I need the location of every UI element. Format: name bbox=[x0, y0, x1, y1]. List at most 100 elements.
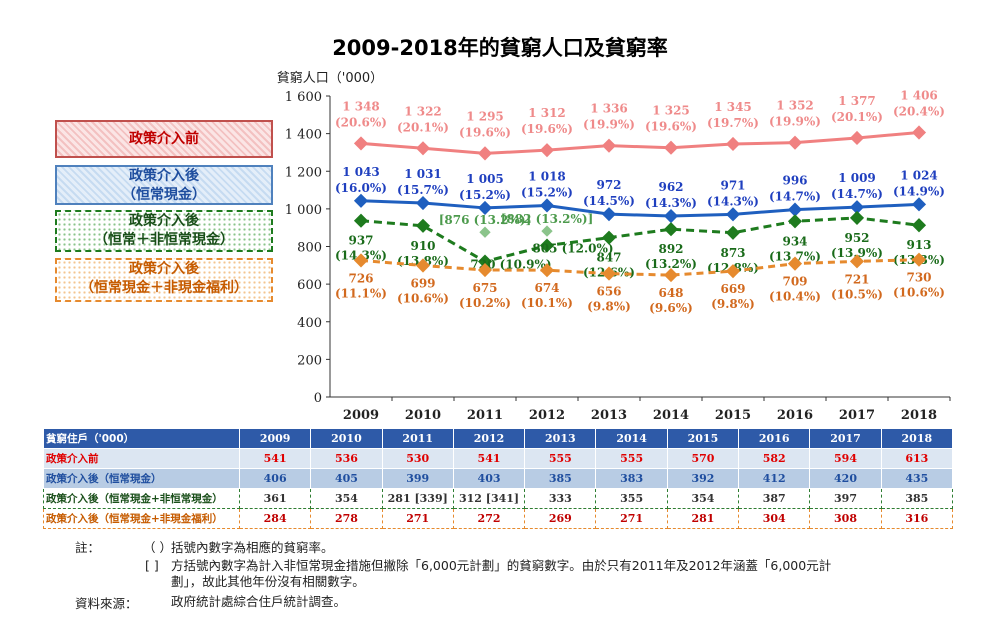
legend-recurrent-cash-inkind: 政策介入後 （恒常現金＋非現金福利） bbox=[55, 258, 273, 302]
table-cell: 278 bbox=[310, 508, 383, 529]
data-rate-label: (20.4%) bbox=[893, 104, 945, 118]
data-value-label: 1 345 bbox=[714, 100, 752, 114]
data-point-marker bbox=[477, 262, 493, 278]
data-value-label: 996 bbox=[782, 174, 807, 188]
data-value-label: 952 bbox=[844, 231, 869, 245]
table-cell: 613 bbox=[880, 448, 954, 469]
data-value-label: 1 024 bbox=[900, 168, 938, 182]
table-cell: 594 bbox=[809, 448, 882, 469]
data-point-marker bbox=[415, 141, 431, 156]
table-cell: 304 bbox=[738, 508, 811, 529]
data-rate-label: (10.2%) bbox=[459, 296, 511, 310]
data-point-marker bbox=[601, 138, 617, 153]
table-cell: 570 bbox=[666, 448, 740, 469]
x-tick-label: 2017 bbox=[839, 408, 875, 423]
data-point-marker bbox=[725, 207, 741, 222]
table-header-cell: 2016 bbox=[738, 428, 811, 449]
x-tick-label: 2009 bbox=[343, 408, 379, 423]
data-value-label: 1 406 bbox=[900, 88, 938, 102]
data-value-label: 1 336 bbox=[590, 102, 628, 116]
data-point-marker bbox=[787, 256, 803, 271]
note-text: 括號內數字為相應的貧窮率。 bbox=[171, 540, 334, 555]
data-value-label: 971 bbox=[720, 178, 745, 192]
data-value-label: 648 bbox=[658, 286, 683, 300]
data-point-marker bbox=[725, 225, 741, 240]
data-rate-label: (14.3%) bbox=[645, 196, 697, 210]
data-value-label: 1 352 bbox=[776, 99, 814, 113]
data-point-marker bbox=[601, 230, 617, 245]
table-cell: 555 bbox=[595, 448, 668, 469]
data-point-marker bbox=[415, 218, 431, 233]
bracket-label: [876 (13.2%)] bbox=[439, 213, 532, 227]
table-row: 政策介入後（恒常現金+非現金福利） 284 278 271 272 269 27… bbox=[43, 508, 954, 529]
data-label: 805 (12.0%) bbox=[532, 242, 613, 256]
y-tick-label: 1 200 bbox=[285, 165, 322, 180]
data-rate-label: (10.6%) bbox=[893, 286, 945, 300]
data-value-label: 934 bbox=[782, 234, 807, 248]
x-tick-label: 2016 bbox=[777, 408, 813, 423]
data-rate-label: (11.1%) bbox=[335, 286, 387, 300]
data-value-label: 1 043 bbox=[342, 165, 380, 179]
table-cell: 405 bbox=[310, 468, 383, 489]
data-rate-label: (10.6%) bbox=[397, 292, 449, 306]
bracket-label: [882 (13.2%)] bbox=[501, 212, 594, 226]
data-value-label: 1 005 bbox=[466, 172, 504, 186]
table-header-cell: 2012 bbox=[452, 428, 526, 449]
y-tick-label: 1 600 bbox=[285, 90, 322, 105]
legend-recurrent-nonrecurrent-cash: 政策介入後 （恒常＋非恒常現金） bbox=[55, 210, 273, 252]
table-cell: 397 bbox=[809, 488, 882, 509]
data-rate-label: (15.2%) bbox=[521, 185, 573, 199]
chart-title: 2009-2018年的貧窮人口及貧窮率 bbox=[332, 36, 668, 60]
data-point-marker bbox=[725, 136, 741, 152]
data-point-marker bbox=[477, 254, 493, 269]
table-cell: 281 bbox=[666, 508, 740, 529]
data-point-marker bbox=[415, 195, 431, 211]
data-rate-label: (13.7%) bbox=[769, 249, 821, 263]
x-tick-label: 2013 bbox=[591, 408, 627, 423]
legend-before-intervention: 政策介入前 bbox=[55, 120, 273, 158]
y-tick-label: 1 000 bbox=[285, 203, 322, 218]
table-cell: 354 bbox=[666, 488, 740, 509]
data-value-label: 910 bbox=[410, 239, 435, 253]
data-rate-label: (19.9%) bbox=[769, 115, 821, 129]
table-cell: 403 bbox=[452, 468, 526, 489]
table-header-cell: 2013 bbox=[524, 428, 597, 449]
series-line bbox=[360, 216, 920, 264]
data-rate-label: (9.8%) bbox=[711, 297, 755, 311]
table-row-label: 政策介入後（恒常現金+非現金福利） bbox=[43, 508, 240, 529]
data-rate-label: (14.3%) bbox=[707, 194, 759, 208]
table-cell: 385 bbox=[524, 468, 597, 489]
data-value-label: 972 bbox=[596, 178, 621, 192]
data-value-label: 669 bbox=[720, 282, 745, 296]
data-point-marker bbox=[911, 125, 927, 140]
table-row-label: 政策介入後（恒常現金） bbox=[43, 468, 240, 489]
legend-sublabel: （恒常現金） bbox=[122, 187, 206, 203]
legend-label: 政策介入後 bbox=[129, 168, 199, 184]
table-cell: 399 bbox=[381, 468, 454, 489]
y-tick-label: 400 bbox=[297, 316, 322, 331]
table-cell: 383 bbox=[595, 468, 668, 489]
data-value-label: 1 009 bbox=[838, 171, 876, 185]
legend-label: 政策介入後 bbox=[129, 213, 199, 229]
table-cell: 582 bbox=[738, 448, 811, 469]
table-row: 政策介入前 541 536 530 541 555 555 570 582 59… bbox=[43, 448, 954, 469]
data-value-label: 1 322 bbox=[404, 104, 442, 118]
data-point-marker bbox=[477, 146, 493, 161]
data-point-marker bbox=[787, 202, 803, 217]
table-header-cell: 2015 bbox=[666, 428, 740, 449]
data-value-label: 1 325 bbox=[652, 104, 690, 118]
data-point-marker bbox=[663, 208, 679, 224]
data-value-label: 709 bbox=[782, 275, 807, 289]
data-point-marker bbox=[787, 214, 803, 229]
data-rate-label: (14.7%) bbox=[769, 190, 821, 204]
data-rate-label: (10.4%) bbox=[769, 290, 821, 304]
x-tick-label: 2014 bbox=[653, 408, 689, 423]
data-point-marker bbox=[539, 143, 555, 158]
data-point-marker bbox=[601, 266, 617, 281]
data-value-label: 892 bbox=[658, 242, 683, 256]
data-rate-label: (16.0%) bbox=[335, 181, 387, 195]
data-rate-label: (13.2%) bbox=[645, 257, 697, 271]
table-cell: 355 bbox=[595, 488, 668, 509]
data-point-marker bbox=[663, 222, 679, 237]
data-rate-label: (19.7%) bbox=[707, 116, 759, 130]
